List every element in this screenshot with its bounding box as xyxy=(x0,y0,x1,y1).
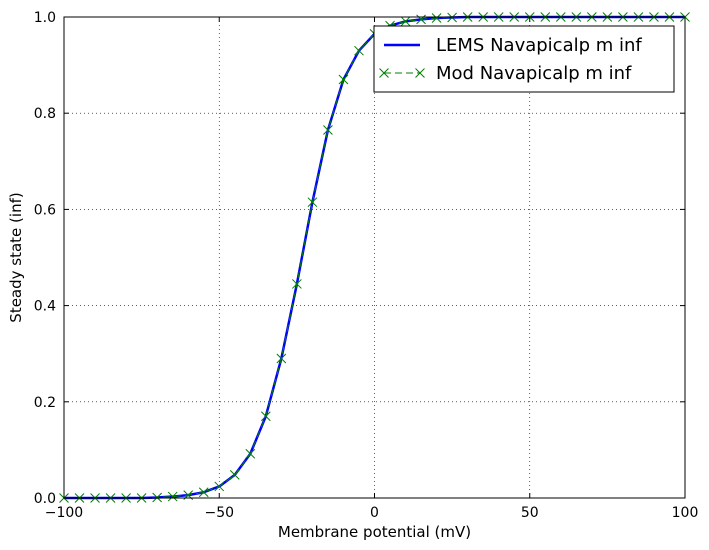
data-point-marker-mod xyxy=(292,279,302,289)
legend-box xyxy=(373,25,675,93)
y-tick-label: 0.0 xyxy=(34,491,56,507)
legend-label-lems: LEMS Navapicalp m inf xyxy=(436,35,642,56)
data-point-marker-mod xyxy=(323,125,333,135)
legend-marker-mod xyxy=(415,68,425,78)
x-tick-label: 50 xyxy=(521,505,539,521)
data-point-marker-mod xyxy=(416,14,426,25)
x-tick-label: −100 xyxy=(45,505,83,521)
data-point-marker-mod xyxy=(167,491,178,502)
data-point-marker-mod xyxy=(354,45,364,56)
data-point-marker-mod xyxy=(245,448,256,459)
data-point-marker-mod xyxy=(431,13,442,23)
y-tick-label: 0.6 xyxy=(34,202,56,218)
x-tick-label: 100 xyxy=(672,505,699,521)
ticks: −100 −50 0 50 100 0.0 0.2 0.4 0.6 0.8 1.0 xyxy=(34,10,699,521)
legend-markers-mod xyxy=(379,68,425,78)
y-axis-label: Steady state (inf) xyxy=(7,192,25,322)
x-tick-label: −50 xyxy=(204,505,234,521)
data-point-marker-mod xyxy=(307,197,318,208)
data-point-marker-mod xyxy=(260,411,271,422)
x-tick-label: 0 xyxy=(370,505,379,521)
data-point-marker-mod xyxy=(276,353,287,364)
data-point-marker-mod xyxy=(214,481,225,492)
x-axis-label: Membrane potential (mV) xyxy=(278,523,471,541)
legend-marker-mod xyxy=(379,68,389,78)
data-point-marker-mod xyxy=(229,470,240,480)
legend-label-mod: Mod Navapicalp m inf xyxy=(436,63,632,84)
y-tick-label: 0.2 xyxy=(34,395,56,411)
grid xyxy=(64,17,685,498)
data-point-marker-mod xyxy=(338,74,349,85)
y-tick-label: 1.0 xyxy=(34,10,56,26)
data-point-marker-mod xyxy=(198,487,209,498)
data-point-marker-mod xyxy=(400,16,411,27)
legend: LEMS Navapicalp m inf Mod Navapicalp m i… xyxy=(373,25,675,93)
y-tick-label: 0.8 xyxy=(34,106,56,122)
y-tick-label: 0.4 xyxy=(34,299,56,315)
